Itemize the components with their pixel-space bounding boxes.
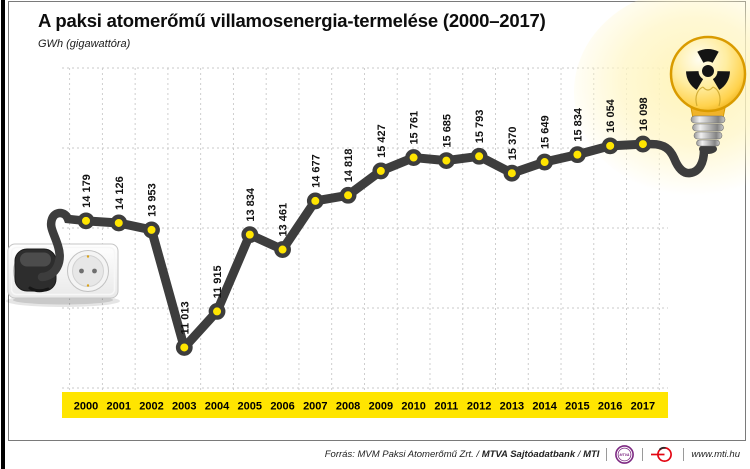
year-label: 2006: [270, 401, 294, 413]
data-point: [405, 149, 422, 166]
value-label: 15 427: [376, 124, 388, 158]
year-label: 2004: [205, 401, 230, 413]
footer: Forrás: MVM Paksi Atomerőmű Zrt. / MTVA …: [325, 444, 740, 465]
value-label: 14 677: [310, 154, 322, 188]
data-point: [77, 212, 95, 230]
value-label: 15 834: [572, 107, 584, 142]
data-point: [569, 146, 586, 164]
data-point: [306, 192, 324, 210]
data-point: [536, 153, 554, 171]
value-label: 14 179: [81, 174, 93, 208]
chart-grid: [62, 67, 668, 391]
year-label: 2017: [631, 401, 655, 413]
value-label: 16 054: [605, 98, 617, 133]
value-label: 16 098: [638, 97, 650, 131]
source-separator: /: [577, 449, 581, 460]
source-text: Forrás: MVM Paksi Atomerőmű Zrt. / MTVA …: [325, 449, 600, 460]
footer-url: www.mti.hu: [691, 449, 740, 460]
year-label: 2003: [172, 401, 196, 413]
year-label: 2007: [303, 401, 327, 413]
footer-divider: [606, 448, 608, 461]
data-point: [110, 214, 128, 232]
data-point: [175, 339, 193, 356]
year-label: 2010: [401, 401, 425, 413]
chart-series: 2000 2001 2002 2003 2004 2005 2006 2007 2008 2009…: [37, 97, 709, 418]
data-point: [601, 137, 619, 155]
year-label: 2005: [238, 401, 262, 413]
cord-to-bulb: [638, 139, 709, 178]
year-label: 2011: [434, 401, 458, 413]
radiation-icon: [686, 49, 730, 90]
data-point: [437, 152, 455, 170]
source-mti: MTI: [583, 449, 600, 460]
page-title: A paksi atomerőmű villamosenergia-termel…: [38, 10, 546, 31]
mtva-logo-icon: MTVA: [615, 445, 635, 464]
data-point: [143, 221, 160, 239]
value-label: 13 461: [278, 203, 290, 237]
radiation-bulb-icon: [669, 35, 747, 154]
year-label: 2012: [467, 401, 491, 413]
axis-unit-label: GWh (gigawattóra): [38, 38, 131, 50]
source-mtva: MTVA Sajtóadatbank: [481, 449, 576, 460]
year-label: 2013: [500, 401, 524, 413]
data-point: [241, 226, 259, 244]
year-label: 2014: [532, 401, 557, 413]
value-label: 15 761: [409, 111, 421, 145]
cord-to-socket: [37, 208, 91, 282]
power-socket-icon: [6, 243, 120, 307]
value-label: 11 915: [212, 265, 224, 298]
value-label: 14 818: [343, 149, 355, 183]
footer-divider: [683, 448, 685, 461]
footer-divider: [642, 448, 644, 461]
value-label: 15 370: [507, 127, 519, 161]
year-label: 2009: [369, 401, 393, 413]
year-label: 2015: [565, 401, 589, 413]
left-edge-rule: [1, 0, 5, 469]
source-prefix: Forrás: MVM Paksi Atomerőmű Zrt. /: [324, 449, 480, 460]
svg-text:MTVA: MTVA: [620, 453, 630, 457]
value-label: 11 013: [179, 301, 191, 334]
value-label: 14 126: [114, 176, 126, 210]
value-label: 15 793: [474, 110, 486, 144]
year-label: 2000: [74, 401, 98, 413]
data-point: [372, 162, 390, 180]
value-label: 13 834: [245, 187, 257, 222]
data-point: [274, 241, 291, 258]
data-point: [634, 135, 652, 153]
data-point: [470, 147, 488, 165]
year-band: [62, 392, 668, 418]
data-point: [503, 164, 521, 182]
year-label: 2008: [336, 401, 360, 413]
data-point: [339, 186, 357, 204]
year-label: 2001: [107, 401, 131, 413]
value-label: 13 953: [147, 183, 159, 217]
data-point: [208, 302, 226, 320]
mti-logo-icon: [651, 446, 673, 462]
year-label: 2002: [139, 401, 163, 413]
value-label: 15 685: [441, 114, 453, 148]
year-label: 2016: [598, 401, 622, 413]
value-label: 15 649: [540, 115, 552, 149]
